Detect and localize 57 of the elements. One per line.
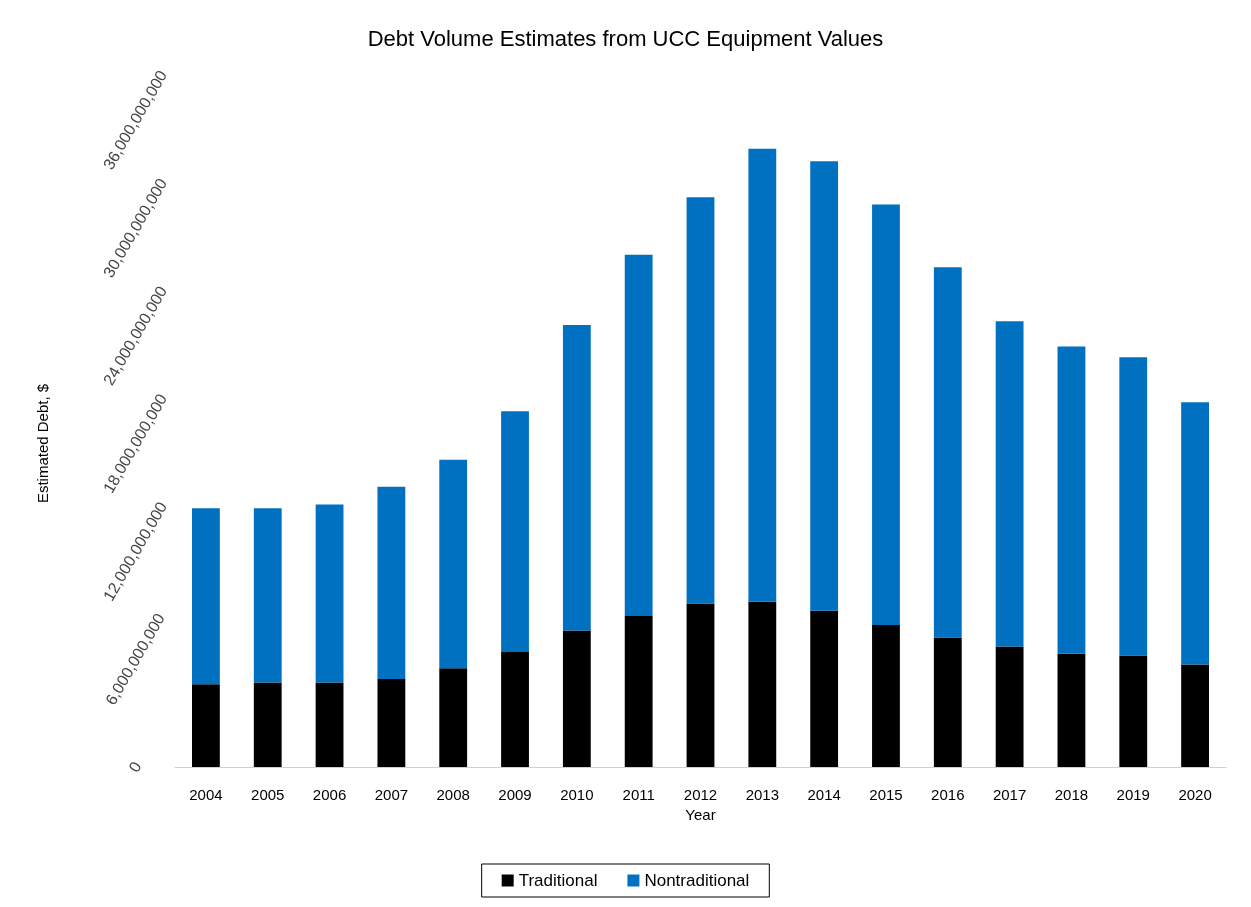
x-tick-label: 2016 — [931, 786, 965, 803]
bar — [1181, 664, 1209, 767]
bar — [315, 682, 344, 767]
bar — [501, 651, 529, 767]
bar — [810, 161, 839, 611]
y-axis-title: Estimated Debt, $ — [34, 383, 51, 504]
bar — [315, 504, 344, 683]
bar — [377, 486, 406, 679]
bar — [562, 630, 591, 767]
bar — [686, 197, 715, 604]
x-tick-label: 2014 — [807, 786, 841, 803]
x-tick-label: 2019 — [1116, 786, 1150, 803]
x-tick-label: 2004 — [189, 786, 223, 803]
x-tick-label: 2018 — [1054, 786, 1089, 803]
bar — [1057, 346, 1086, 654]
legend-label: Traditional — [518, 871, 598, 890]
y-tick-label: 0 — [125, 758, 145, 776]
x-tick-label: 2012 — [683, 786, 718, 803]
bar — [748, 601, 777, 767]
bar — [748, 148, 777, 602]
x-tick-label: 2020 — [1178, 786, 1212, 803]
x-tick-label: 2011 — [622, 786, 655, 803]
bar — [933, 267, 962, 638]
bar — [1181, 402, 1209, 665]
x-tick-label: 2005 — [251, 786, 285, 803]
x-tick-label: 2010 — [560, 786, 594, 803]
bar — [253, 508, 282, 683]
bar — [562, 324, 591, 631]
legend-label: Nontraditional — [644, 871, 750, 890]
bar — [995, 321, 1024, 647]
bar — [253, 682, 282, 767]
bar — [872, 625, 900, 767]
bar — [933, 637, 962, 767]
bar — [872, 204, 900, 626]
bar — [810, 610, 839, 767]
bar — [686, 603, 715, 767]
x-tick-label: 2006 — [312, 786, 347, 803]
x-tick-label: 2007 — [374, 786, 409, 803]
bar — [192, 684, 220, 767]
bar — [995, 646, 1024, 767]
bar — [1057, 653, 1086, 767]
x-tick-label: 2015 — [869, 786, 903, 803]
bar — [501, 411, 529, 652]
bar — [624, 254, 653, 617]
chart-title: Debt Volume Estimates from UCC Equipment Values — [367, 25, 884, 51]
x-tick-label: 2013 — [745, 786, 780, 803]
bar — [192, 508, 220, 685]
x-tick-label: 2009 — [498, 786, 532, 803]
bar — [377, 678, 406, 767]
x-tick-label: 2008 — [436, 786, 470, 803]
bar — [439, 459, 468, 669]
x-axis-title: Year — [685, 805, 716, 823]
bar — [1119, 655, 1148, 767]
bar — [439, 668, 468, 767]
x-tick-label: 2017 — [992, 786, 1027, 803]
bar — [624, 616, 653, 767]
bar — [1119, 357, 1148, 656]
